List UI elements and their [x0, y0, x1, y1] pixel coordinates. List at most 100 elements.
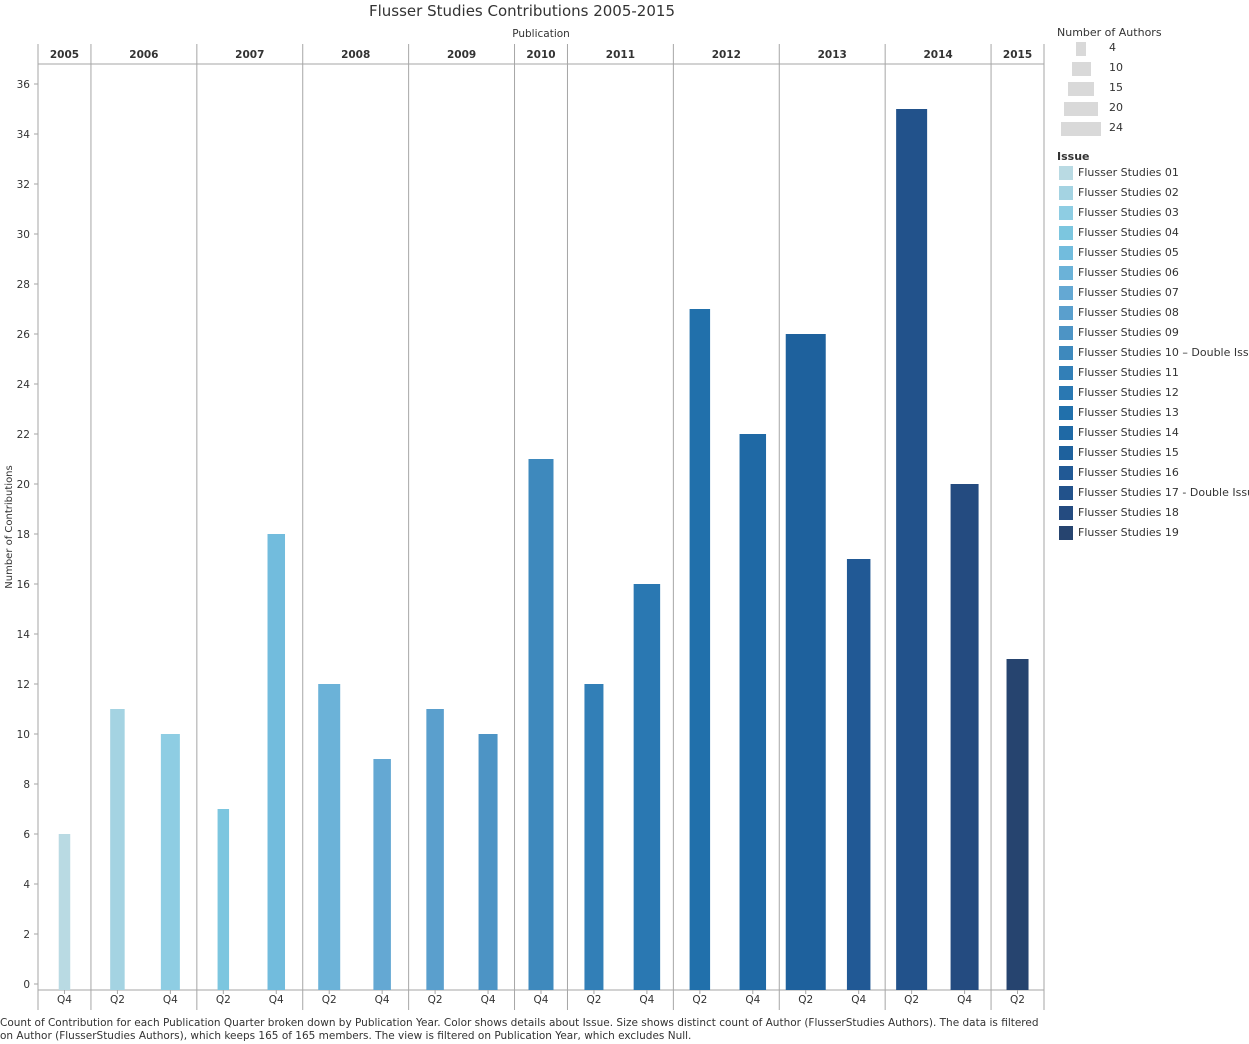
quarter-label: Q4	[375, 994, 390, 1006]
quarter-label: Q4	[481, 994, 496, 1006]
legend-item[interactable]: Flusser Studies 16	[1057, 464, 1249, 484]
quarter-label: Q2	[322, 994, 337, 1006]
quarter-label: Q2	[110, 994, 125, 1006]
size-label: 4	[1109, 41, 1116, 54]
y-tick-label: 8	[23, 779, 30, 791]
size-legend-title: Number of Authors	[1057, 26, 1162, 39]
size-swatch	[1061, 122, 1101, 136]
size-legend-item: 15	[1057, 78, 1177, 98]
bar	[318, 684, 341, 990]
legend-swatch	[1059, 366, 1073, 380]
year-header-2007: 2007	[235, 49, 264, 61]
year-header-2011: 2011	[606, 49, 635, 61]
quarter-label: Q4	[534, 994, 549, 1006]
chart-frame	[34, 44, 1045, 1010]
size-label: 20	[1109, 101, 1123, 114]
legend-swatch	[1059, 486, 1073, 500]
legend-swatch	[1059, 246, 1073, 260]
size-swatch	[1071, 62, 1091, 76]
bar	[528, 459, 554, 990]
legend-label: Flusser Studies 13	[1078, 406, 1179, 419]
bar	[950, 484, 979, 990]
legend-item[interactable]: Flusser Studies 19	[1057, 524, 1249, 544]
legend-item[interactable]: Flusser Studies 12	[1057, 384, 1249, 404]
legend-label: Flusser Studies 12	[1078, 386, 1179, 399]
legend-item[interactable]: Flusser Studies 14	[1057, 424, 1249, 444]
bar	[160, 734, 180, 990]
legend-item[interactable]: Flusser Studies 01	[1057, 164, 1249, 184]
bar	[785, 334, 826, 990]
bar	[478, 734, 498, 990]
legend-item[interactable]: Flusser Studies 10 – Double Issue	[1057, 344, 1249, 364]
legend-item[interactable]: Flusser Studies 06	[1057, 264, 1249, 284]
legend-item[interactable]: Flusser Studies 09	[1057, 324, 1249, 344]
legend-label: Flusser Studies 03	[1078, 206, 1179, 219]
quarter-label: Q2	[428, 994, 443, 1006]
bar	[633, 584, 661, 990]
year-header-2008: 2008	[341, 49, 370, 61]
legend-swatch	[1059, 406, 1073, 420]
year-header-2013: 2013	[818, 49, 847, 61]
legend-label: Flusser Studies 19	[1078, 526, 1179, 539]
y-tick-label: 30	[17, 229, 30, 241]
y-axis-label: Number of Contributions	[4, 465, 15, 588]
bar	[584, 684, 604, 990]
year-header-2014: 2014	[923, 49, 952, 61]
legend-item[interactable]: Flusser Studies 05	[1057, 244, 1249, 264]
legend-item[interactable]: Flusser Studies 11	[1057, 364, 1249, 384]
y-tick-label: 24	[17, 379, 31, 391]
year-header-2012: 2012	[712, 49, 741, 61]
bar	[217, 809, 230, 990]
quarter-label: Q4	[851, 994, 866, 1006]
legend-swatch	[1059, 426, 1073, 440]
legend-swatch	[1059, 166, 1073, 180]
legend-item[interactable]: Flusser Studies 08	[1057, 304, 1249, 324]
legend-item[interactable]: Flusser Studies 15	[1057, 444, 1249, 464]
legend-item[interactable]: Flusser Studies 07	[1057, 284, 1249, 304]
legend-swatch	[1059, 466, 1073, 480]
legend-label: Flusser Studies 10 – Double Issue	[1078, 346, 1249, 359]
y-tick-label: 10	[17, 729, 30, 741]
quarter-label: Q4	[957, 994, 972, 1006]
legend-item[interactable]: Flusser Studies 17 - Double Issue	[1057, 484, 1249, 504]
y-tick-label: 32	[17, 179, 30, 191]
legend-label: Flusser Studies 06	[1078, 266, 1179, 279]
legend-item[interactable]: Flusser Studies 02	[1057, 184, 1249, 204]
size-swatch	[1076, 42, 1086, 56]
chart-title: Flusser Studies Contributions 2005-2015	[369, 2, 675, 20]
year-header-2015: 2015	[1003, 49, 1032, 61]
y-tick-label: 22	[17, 429, 30, 441]
bar	[689, 309, 711, 990]
legend-swatch	[1059, 226, 1073, 240]
y-tick-label: 34	[17, 129, 31, 141]
y-tick-label: 12	[17, 679, 30, 691]
size-legend-item: 4	[1057, 38, 1177, 58]
y-tick-label: 20	[17, 479, 30, 491]
legend-item[interactable]: Flusser Studies 04	[1057, 224, 1249, 244]
quarter-label: Q2	[798, 994, 813, 1006]
legend-swatch	[1059, 346, 1073, 360]
bars	[58, 109, 1029, 990]
legend-swatch	[1059, 526, 1073, 540]
size-legend-item: 24	[1057, 118, 1177, 138]
bar	[739, 434, 767, 990]
y-tick-label: 28	[17, 279, 30, 291]
legend-swatch	[1059, 326, 1073, 340]
legend-swatch	[1059, 286, 1073, 300]
legend-label: Flusser Studies 07	[1078, 286, 1179, 299]
quarter-label: Q2	[586, 994, 601, 1006]
y-tick-label: 6	[23, 829, 30, 841]
bar	[896, 109, 928, 990]
y-tick-label: 14	[17, 629, 31, 641]
y-tick-label: 36	[17, 79, 31, 91]
size-label: 24	[1109, 121, 1123, 134]
legend-item[interactable]: Flusser Studies 18	[1057, 504, 1249, 524]
legend-label: Flusser Studies 16	[1078, 466, 1179, 479]
bar	[426, 709, 444, 990]
bar	[373, 759, 391, 990]
legend-item[interactable]: Flusser Studies 13	[1057, 404, 1249, 424]
bar	[58, 834, 71, 990]
size-legend-item: 10	[1057, 58, 1177, 78]
legend-item[interactable]: Flusser Studies 03	[1057, 204, 1249, 224]
bar	[267, 534, 286, 990]
